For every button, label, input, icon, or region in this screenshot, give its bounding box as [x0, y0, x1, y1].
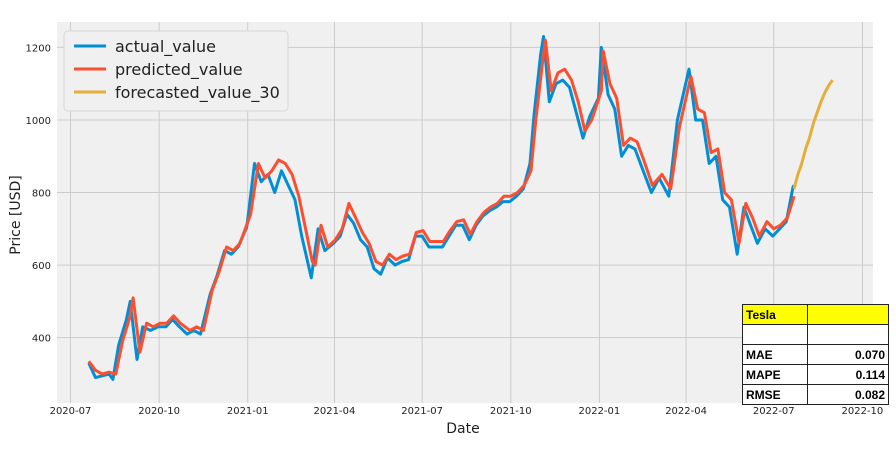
legend-label: actual_value — [115, 37, 216, 57]
x-tick-label: 2022-07 — [753, 406, 795, 417]
x-axis-label: Date — [446, 421, 479, 437]
y-tick-label: 1200 — [26, 43, 51, 54]
metrics-row-rmse: RMSE 0.082 — [742, 384, 889, 405]
metric-label: RMSE — [742, 384, 808, 405]
legend-label: predicted_value — [115, 60, 243, 80]
x-tick-label: 2022-04 — [665, 406, 707, 417]
x-tick-label: 2020-10 — [138, 406, 180, 417]
metrics-spacer-cell — [807, 324, 889, 345]
metrics-header-blank-cell — [807, 304, 889, 325]
metrics-spacer-row — [742, 324, 889, 345]
y-tick-label: 1000 — [26, 116, 51, 127]
y-tick-label: 800 — [32, 189, 51, 200]
metrics-company-cell: Tesla — [742, 304, 808, 325]
y-tick-label: 600 — [32, 261, 51, 272]
x-tick-label: 2021-10 — [490, 406, 532, 417]
x-tick-label: 2022-10 — [842, 406, 884, 417]
y-tick-label: 400 — [32, 334, 51, 345]
legend: actual_value predicted_value forecasted_va… — [63, 30, 289, 112]
metric-value: 0.070 — [807, 344, 889, 365]
tick-labels: 400 600 800 1000 1200 2020-07 2020-10 2021-01 20… — [26, 43, 884, 417]
x-tick-label: 2021-04 — [314, 406, 356, 417]
metric-value: 0.082 — [807, 384, 889, 405]
series-line-forecasted-value-30 — [792, 79, 834, 190]
series-line-actual-value — [87, 35, 796, 381]
legend-label: forecasted_value_30 — [115, 83, 280, 103]
metrics-spacer-cell — [742, 324, 808, 345]
x-tick-label: 2020-07 — [50, 406, 92, 417]
metrics-row-mape: MAPE 0.114 — [742, 364, 889, 385]
metrics-table: Tesla MAE 0.070 MAPE 0.114 RMSE 0.082 — [742, 304, 889, 405]
metric-label: MAE — [742, 344, 808, 365]
y-axis-label: Price [USD] — [8, 175, 24, 254]
series-line-predicted-value — [87, 38, 796, 376]
metric-value: 0.114 — [807, 364, 889, 385]
legend-box — [63, 30, 289, 112]
x-tick-label: 2021-01 — [227, 406, 269, 417]
metrics-row-mae: MAE 0.070 — [742, 344, 889, 365]
series-lines — [87, 35, 834, 381]
x-tick-label: 2021-07 — [401, 406, 443, 417]
x-tick-label: 2022-01 — [578, 406, 620, 417]
metric-label: MAPE — [742, 364, 808, 385]
metrics-header-row: Tesla — [742, 304, 889, 325]
